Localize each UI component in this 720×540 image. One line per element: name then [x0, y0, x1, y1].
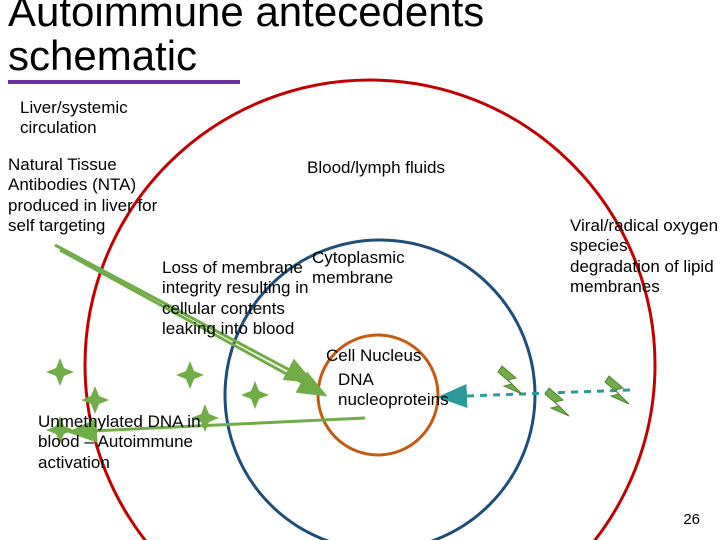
label-unmethylated: Unmethylated DNA in blood – Autoimmune a… — [38, 412, 238, 473]
label-cytoplasmic: Cytoplasmic membrane — [312, 248, 432, 289]
bolt-group — [498, 366, 629, 416]
title-line1: Autoimmune antecedents — [8, 0, 484, 35]
label-cell-nucleus: Cell Nucleus — [326, 346, 446, 366]
label-nta: Natural Tissue Antibodies (NTA) produced… — [8, 155, 168, 237]
page-title: Autoimmune antecedents schematic — [8, 0, 484, 78]
label-dna: DNA nucleoproteins — [338, 370, 468, 411]
title-line2: schematic — [8, 32, 197, 79]
label-viral: Viral/radical oxygen species degradation… — [570, 216, 720, 298]
label-liver-systemic: Liver/systemic circulation — [20, 98, 160, 139]
label-blood-lymph: Blood/lymph fluids — [307, 158, 507, 178]
title-underline — [8, 80, 240, 84]
page-number: 26 — [683, 511, 700, 528]
teal-arrow — [440, 390, 630, 397]
label-loss-membrane: Loss of membrane integrity resulting in … — [162, 258, 322, 340]
